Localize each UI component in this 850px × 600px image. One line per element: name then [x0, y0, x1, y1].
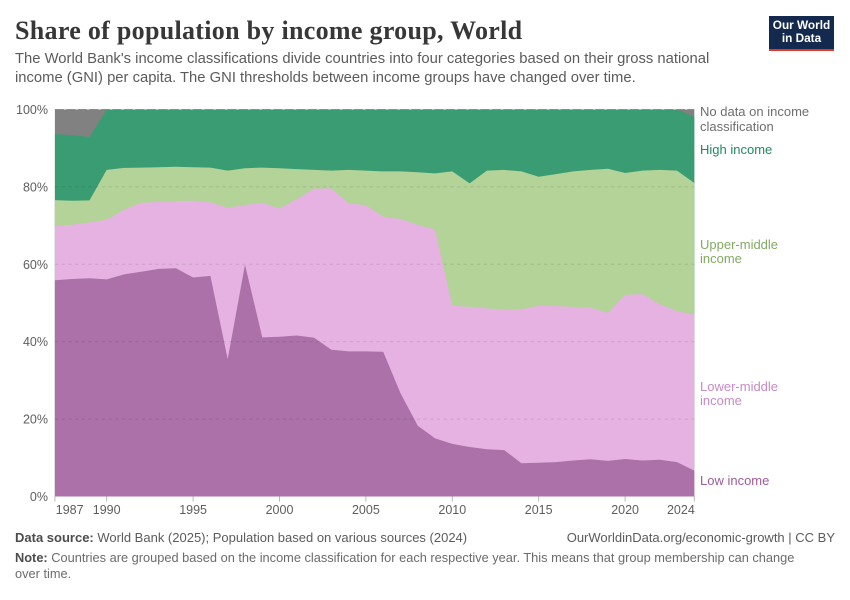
svg-text:2005: 2005	[352, 503, 380, 517]
svg-text:100%: 100%	[16, 103, 48, 117]
svg-text:2020: 2020	[611, 503, 639, 517]
svg-text:80%: 80%	[23, 180, 48, 194]
svg-text:2000: 2000	[266, 503, 294, 517]
svg-text:2010: 2010	[438, 503, 466, 517]
svg-text:60%: 60%	[23, 258, 48, 272]
svg-text:40%: 40%	[23, 335, 48, 349]
svg-text:20%: 20%	[23, 413, 48, 427]
svg-text:2015: 2015	[525, 503, 553, 517]
svg-text:1990: 1990	[93, 503, 121, 517]
svg-text:1987: 1987	[56, 503, 84, 517]
svg-text:0%: 0%	[30, 490, 48, 504]
svg-text:1995: 1995	[179, 503, 207, 517]
svg-text:2024: 2024	[667, 503, 695, 517]
